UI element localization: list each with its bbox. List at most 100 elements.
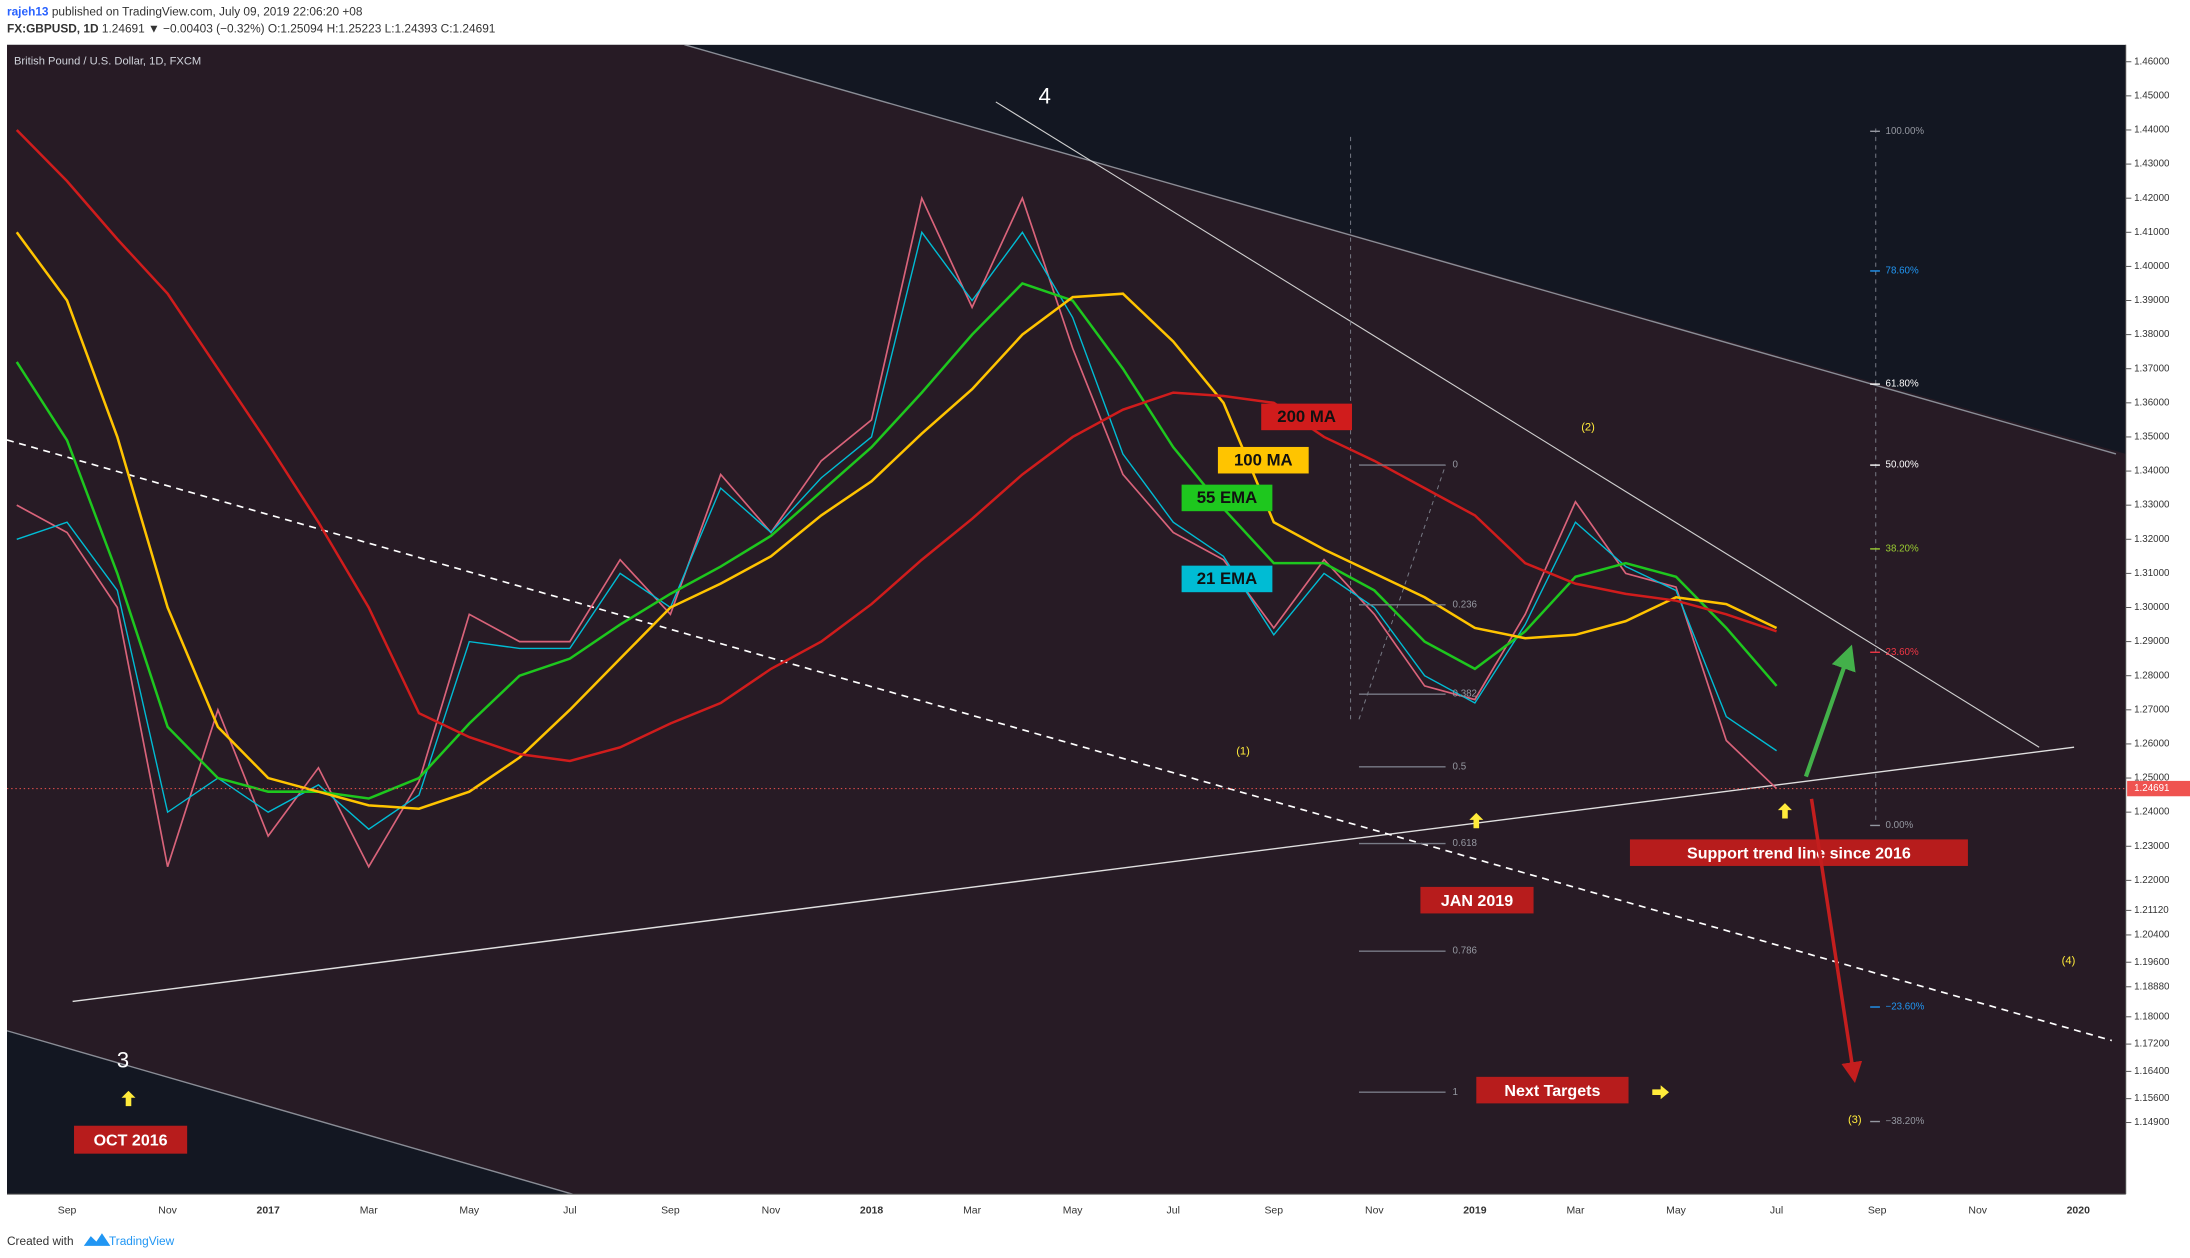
wave-label: (3) (1848, 1114, 1862, 1126)
y-tick-label: 1.26000 (2134, 739, 2170, 750)
note-box (1476, 1076, 1629, 1104)
series-line (15, 129, 1777, 763)
x-tick-label: May (459, 1206, 480, 1217)
y-tick-label: 1.27000 (2134, 704, 2170, 715)
fib-label: 0.618 (1453, 838, 1477, 849)
fib-label: 38.20% (1886, 543, 1919, 554)
x-tick-label: Sep (1868, 1206, 1887, 1217)
chart-title: British Pound / U.S. Dollar, 1D, FXCM (14, 55, 201, 67)
note-label: JAN 2019 (1441, 892, 1513, 910)
price-label: 1.24691 (2134, 783, 2169, 794)
ma-label-box (1261, 403, 1352, 431)
wave-label: (2) (1581, 421, 1595, 433)
fib-label: 50.00% (1886, 460, 1919, 471)
x-tick-label: Jul (1770, 1206, 1783, 1217)
arrow-down-target (1809, 798, 1863, 1084)
fib-label: 0.00% (1886, 820, 1914, 831)
y-tick-label: 1.14900 (2134, 1117, 2170, 1128)
series-line (15, 282, 1778, 800)
x-tick-label: Mar (963, 1206, 982, 1217)
fib-label: 0.786 (1453, 946, 1477, 957)
ma-label-box (1181, 565, 1273, 593)
fib-label: 100.00% (1886, 126, 1925, 137)
wave-label: 3 (117, 1047, 129, 1072)
note-box (1420, 886, 1534, 914)
y-tick-label: 1.18000 (2134, 1011, 2170, 1022)
header-quote: 1.24691 ▼ −0.00403 (−0.32%) O:1.25094 H:… (102, 21, 496, 35)
plot-area (6, 44, 2126, 1195)
y-tick-label: 1.39000 (2134, 295, 2170, 306)
note-label: Next Targets (1504, 1082, 1600, 1100)
x-tick-label: Mar (1566, 1206, 1585, 1217)
y-tick-label: 1.29000 (2134, 636, 2170, 647)
x-tick-label: May (1063, 1206, 1084, 1217)
wave-label: (4) (2062, 955, 2076, 967)
channel-zone (6, 44, 2126, 1195)
fib-label: 1 (1453, 1087, 1458, 1098)
ma-label: 55 EMA (1197, 488, 1258, 507)
arrow-up (1777, 803, 1792, 819)
y-tick-label: 1.43000 (2134, 159, 2170, 170)
y-tick-label: 1.17200 (2134, 1039, 2170, 1050)
header-line-2: FX:GBPUSD, 1D 1.24691 ▼ −0.00403 (−0.32%… (7, 21, 496, 35)
fib-label: 23.60% (1886, 647, 1919, 658)
fib-label: 0.382 (1453, 689, 1477, 700)
y-tick-label: 1.30000 (2134, 602, 2170, 613)
header-published: published on TradingView.com, July 09, 2… (52, 5, 363, 19)
fib-diagonal (1358, 464, 1447, 720)
x-tick-label: Nov (158, 1206, 177, 1217)
ma-label: 21 EMA (1197, 569, 1258, 588)
y-tick-label: 1.15600 (2134, 1093, 2170, 1104)
fib-label: 61.80% (1886, 379, 1919, 390)
x-tick-label: Jul (1167, 1206, 1180, 1217)
arrow-up-target (1803, 644, 1856, 778)
x-tick-label: Nov (1365, 1206, 1384, 1217)
y-tick-label: 1.45000 (2134, 90, 2170, 101)
arrow-up (1469, 812, 1484, 829)
series-line (16, 195, 1778, 869)
x-tick-label: Jul (563, 1206, 576, 1217)
y-tick-label: 1.37000 (2134, 363, 2170, 374)
channel-upper (684, 44, 2117, 455)
header-user: rajeh13 (7, 5, 49, 19)
y-tick-label: 1.20400 (2134, 930, 2170, 941)
header-line-1: rajeh13 published on TradingView.com, Ju… (7, 5, 363, 19)
y-tick-label: 1.18880 (2134, 981, 2170, 992)
y-tick-label: 1.28000 (2134, 670, 2170, 681)
ma-label: 100 MA (1234, 450, 1293, 469)
y-tick-label: 1.19600 (2134, 957, 2170, 968)
y-tick-label: 1.34000 (2134, 466, 2170, 477)
fib-label: −23.60% (1886, 1002, 1925, 1013)
y-tick-label: 1.44000 (2134, 125, 2170, 136)
dashed-trend (6, 439, 2113, 1042)
x-tick-label: 2020 (2067, 1206, 2090, 1217)
x-tick-label: Nov (762, 1206, 781, 1217)
arrow-up (121, 1090, 136, 1107)
fib-label: −38.20% (1886, 1116, 1925, 1127)
tv-logo (83, 1233, 111, 1246)
y-tick-label: 1.16400 (2134, 1066, 2170, 1077)
y-tick-label: 1.36000 (2134, 397, 2170, 408)
ma-label: 200 MA (1277, 407, 1336, 426)
note-label: OCT 2016 (94, 1131, 168, 1149)
y-tick-label: 1.22000 (2134, 875, 2170, 886)
ma-label-box (1181, 484, 1273, 512)
note-box (1629, 839, 1968, 866)
fib-label: 0.5 (1453, 761, 1467, 772)
fib-label: 0.236 (1453, 599, 1477, 610)
y-tick-label: 1.25000 (2134, 773, 2170, 784)
price-label-box (2127, 780, 2190, 797)
y-tick-label: 1.35000 (2134, 432, 2170, 443)
footer-brand: TradingView (109, 1234, 175, 1248)
y-tick-label: 1.31000 (2134, 568, 2170, 579)
overlay: British Pound / U.S. Dollar, 1D, FXCM 100… (14, 55, 2076, 1154)
header-symbol: FX:GBPUSD, 1D (7, 21, 99, 35)
support-line (72, 746, 2075, 1003)
y-tick-label: 1.24000 (2134, 807, 2170, 818)
channel-lower (6, 1030, 573, 1195)
note-label: Support trend line since 2016 (1687, 844, 1911, 862)
x-tick-label: 2018 (860, 1206, 883, 1217)
y-tick-label: 1.23000 (2134, 841, 2170, 852)
ma-label-box (1217, 446, 1309, 474)
